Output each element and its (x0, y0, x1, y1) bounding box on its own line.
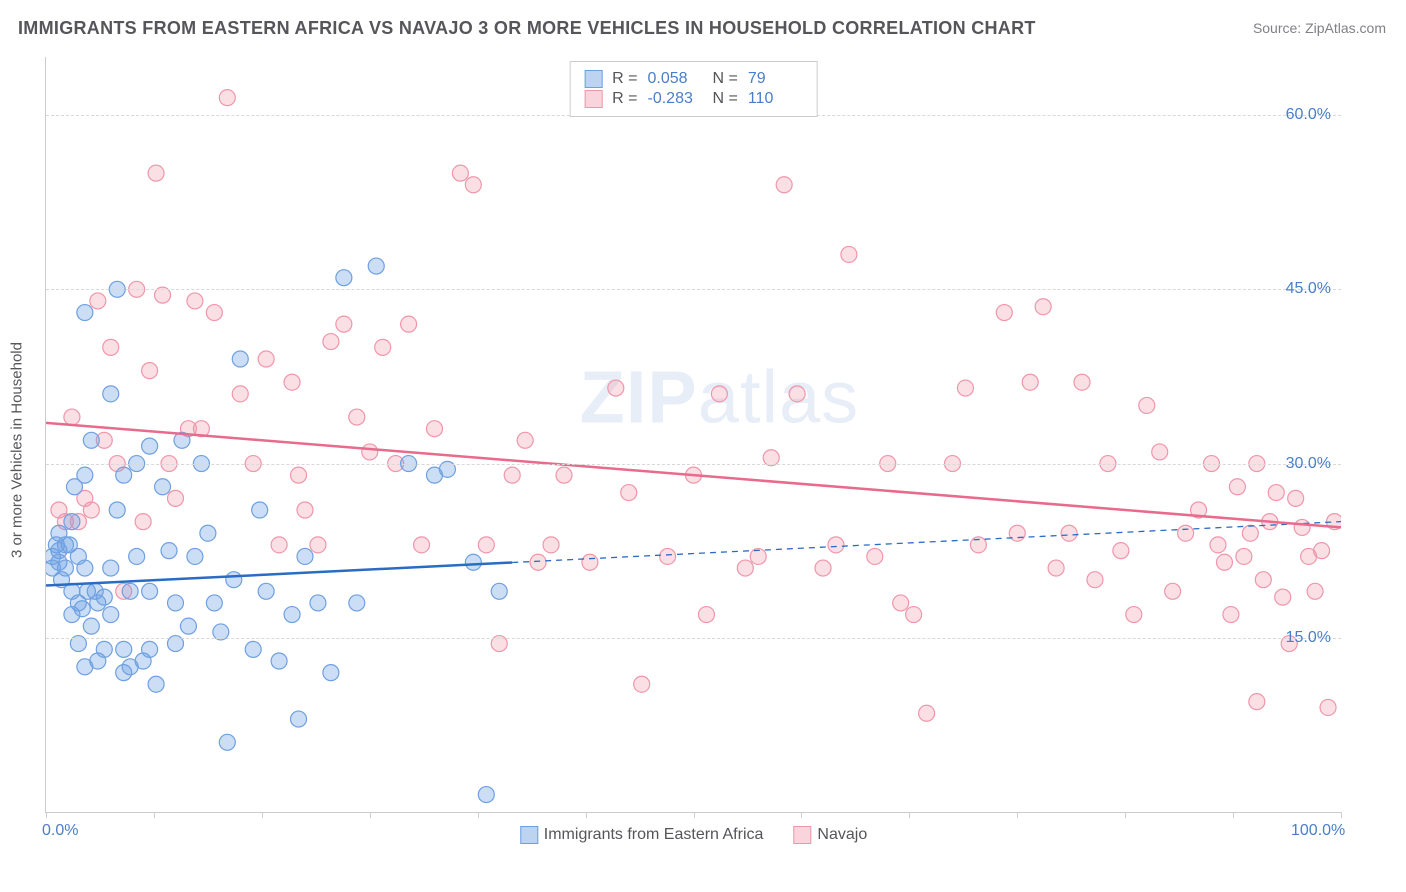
chart-title: IMMIGRANTS FROM EASTERN AFRICA VS NAVAJO… (18, 18, 1036, 39)
legend-swatch-series2-icon (793, 826, 811, 844)
chart-container: 3 or more Vehicles in Household ZIPatlas… (45, 55, 1385, 845)
scatter-svg (46, 57, 1341, 812)
legend-item-series2: Navajo (793, 826, 867, 844)
swatch-series1-icon (584, 70, 602, 88)
swatch-series2-icon (584, 90, 602, 108)
stats-legend-box: R = 0.058 N = 79 R = -0.283 N = 110 (569, 61, 818, 117)
bottom-legend: Immigrants from Eastern Africa Navajo (520, 826, 867, 844)
plot-area: ZIPatlas R = 0.058 N = 79 R = -0.283 N =… (45, 57, 1341, 813)
stats-row-series1: R = 0.058 N = 79 (584, 70, 803, 88)
legend-item-series1: Immigrants from Eastern Africa (520, 826, 764, 844)
legend-swatch-series1-icon (520, 826, 538, 844)
stats-row-series2: R = -0.283 N = 110 (584, 90, 803, 108)
source-attribution: Source: ZipAtlas.com (1253, 20, 1386, 36)
y-axis-label: 3 or more Vehicles in Household (9, 342, 26, 558)
